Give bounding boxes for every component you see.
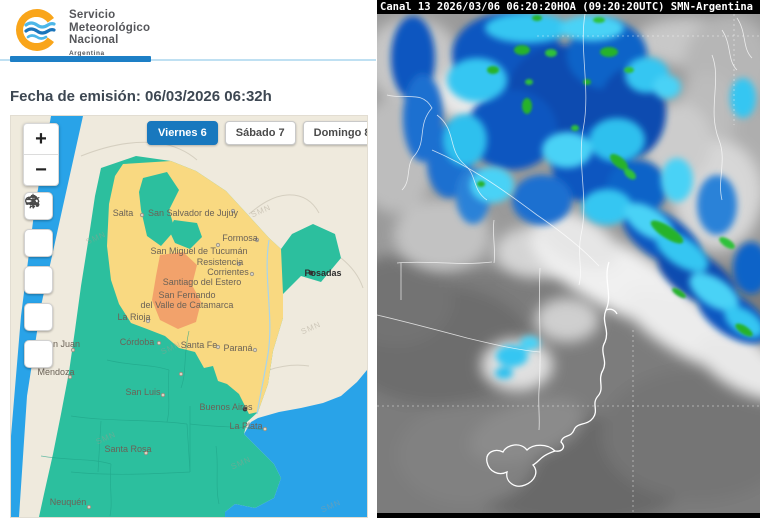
- region-green-tucuman[interactable]: [169, 220, 202, 249]
- argentina-alert-map: [11, 116, 367, 517]
- white-cloud-band: [531, 210, 760, 401]
- zoom-out-button[interactable]: −: [35, 158, 47, 181]
- emission-date: Fecha de emisión: 06/03/2026 06:32h: [10, 88, 272, 105]
- storm-cloud-icon[interactable]: [24, 195, 53, 257]
- tab-domingo[interactable]: Domingo 8: [302, 121, 367, 145]
- zoom-in-button[interactable]: +: [35, 127, 47, 150]
- org-name-line: Meteorológico: [69, 21, 151, 34]
- coastline: [486, 261, 618, 487]
- satellite-bottom-bar: [377, 513, 760, 518]
- region-green-jujuy[interactable]: [139, 172, 179, 246]
- hazard-filter-buttons: [24, 192, 53, 368]
- zoom-divider: [24, 154, 58, 155]
- nav-underline: [0, 59, 376, 61]
- active-tab-indicator: [10, 56, 151, 62]
- satellite-image: [377, 0, 760, 518]
- tab-sabado[interactable]: Sábado 7: [224, 121, 296, 145]
- atlantic-ocean: [225, 370, 367, 517]
- tab-viernes[interactable]: Viernes 6: [147, 121, 218, 145]
- smn-logo-icon: [16, 9, 56, 51]
- zonda-wind-icon[interactable]: [24, 196, 53, 368]
- alerts-map[interactable]: SMN SMN SMN SMN SMN SMN SMN Salta San Sa…: [10, 115, 368, 518]
- org-country: Argentina: [69, 49, 105, 57]
- map-zoom-control: + −: [23, 123, 59, 186]
- cyan-cloud-fringe: [443, 13, 760, 379]
- satellite-borders: [377, 13, 753, 431]
- day-tabs: Viernes 6 Sábado 7 Domingo 8: [147, 121, 367, 145]
- alerts-panel: Servicio Meteorológico Nacional Argentin…: [0, 0, 376, 518]
- smn-logo-text: Servicio Meteorológico Nacional Argentin…: [69, 9, 150, 60]
- smn-logo-block: Servicio Meteorológico Nacional Argentin…: [14, 7, 150, 60]
- satellite-panel[interactable]: Canal 13 2026/03/06 06:20:20HOA (09:20:2…: [377, 0, 760, 518]
- satellite-title-bar: Canal 13 2026/03/06 06:20:20HOA (09:20:2…: [377, 0, 760, 14]
- city-markers: [67, 208, 314, 510]
- org-name-line: Servicio: [69, 9, 116, 21]
- region-orange[interactable]: [152, 252, 201, 329]
- terrain-shading: [377, 255, 760, 518]
- province-borders: [40, 330, 264, 517]
- green-storm-cores: [477, 15, 753, 337]
- parana-river: [256, 239, 271, 415]
- dust-icon[interactable]: [24, 197, 53, 331]
- graticule-lines: [377, 14, 760, 514]
- org-name-line: Nacional: [69, 34, 119, 46]
- snowflake-icon[interactable]: [24, 193, 53, 294]
